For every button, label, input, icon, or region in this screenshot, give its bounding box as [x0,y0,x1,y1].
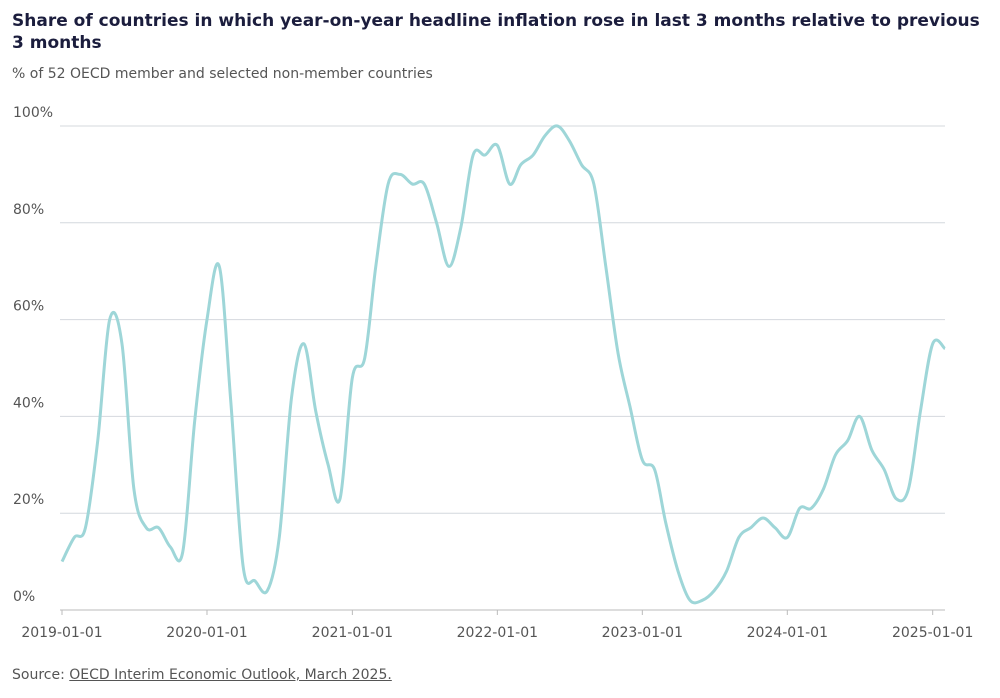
source-prefix: Source: [12,667,65,683]
y-tick-label: 20% [13,492,44,508]
y-tick-label: 40% [13,395,44,411]
x-tick-label: 2019-01-01 [21,625,102,641]
y-tick-label: 0% [13,589,35,605]
data-line [60,124,947,605]
chart-title: Share of countries in which year-on-year… [12,11,980,53]
y-tick-label: 60% [13,299,44,315]
x-tick-label: 2020-01-01 [166,625,247,641]
y-tick-label: 80% [13,202,44,218]
x-tick-label: 2022-01-01 [457,625,538,641]
x-tick-label: 2021-01-01 [312,625,393,641]
x-tick-label: 2025-01-01 [892,625,973,641]
x-tick-label: 2023-01-01 [602,625,683,641]
y-tick-label: 100% [13,105,53,121]
source-link[interactable]: OECD Interim Economic Outlook, March 202… [69,667,392,683]
source: Source: OECD Interim Economic Outlook, M… [12,667,392,683]
x-tick-label: 2024-01-01 [747,625,828,641]
chart-subtitle: % of 52 OECD member and selected non-mem… [12,66,433,82]
